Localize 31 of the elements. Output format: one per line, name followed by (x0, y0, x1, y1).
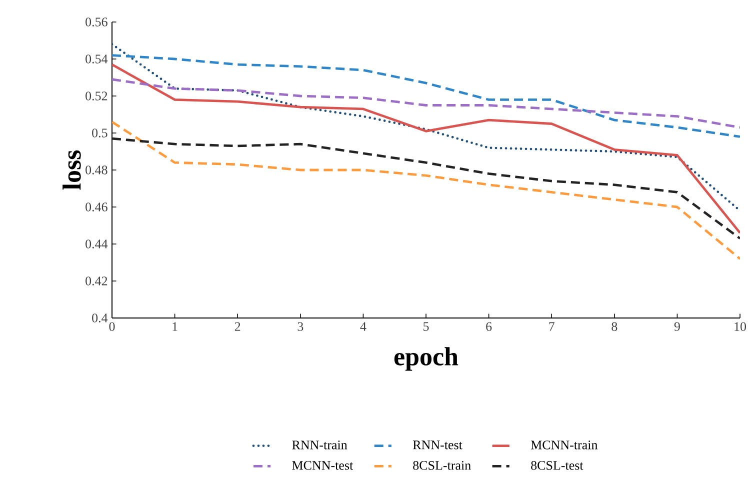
legend-label: RNN-train (292, 440, 348, 450)
y-tick-label: 0.5 (92, 128, 108, 138)
line-series (112, 43, 740, 212)
x-tick-label: 7 (549, 322, 554, 331)
y-tick-label: 0.4 (92, 314, 108, 322)
legend-label: MCNN-test (292, 461, 354, 470)
legend-label: 8CSL-train (413, 461, 471, 470)
x-tick-label: 8 (612, 322, 618, 331)
x-tick-label: 2 (234, 322, 240, 331)
legend-label: MCNN-train (530, 440, 598, 450)
legend-label: 8CSL-test (531, 461, 584, 470)
y-tick-label: 0.54 (86, 54, 108, 64)
x-axis-title: epoch (394, 347, 458, 371)
legend-label: RNN-test (412, 440, 462, 450)
x-tick-label: 3 (298, 322, 304, 331)
y-tick-label: 0.46 (86, 202, 108, 212)
y-tick-label: 0.42 (86, 276, 108, 286)
y-tick-label: 0.48 (86, 166, 108, 174)
x-tick-label: 9 (674, 322, 680, 331)
y-tick-label: 0.52 (86, 92, 108, 100)
line-series (112, 63, 740, 234)
y-tick-label: 0.44 (86, 240, 108, 248)
x-tick-label: 1 (172, 322, 178, 331)
y-axis-title: loss (62, 150, 81, 190)
y-tick-label: 0.56 (86, 18, 108, 26)
x-tick-label: 5 (424, 322, 429, 331)
x-tick-label: 0 (109, 322, 115, 331)
x-tick-label: 10 (734, 322, 746, 331)
x-tick-label: 6 (486, 322, 492, 331)
line-series (112, 54, 740, 138)
x-tick-label: 4 (360, 322, 366, 331)
